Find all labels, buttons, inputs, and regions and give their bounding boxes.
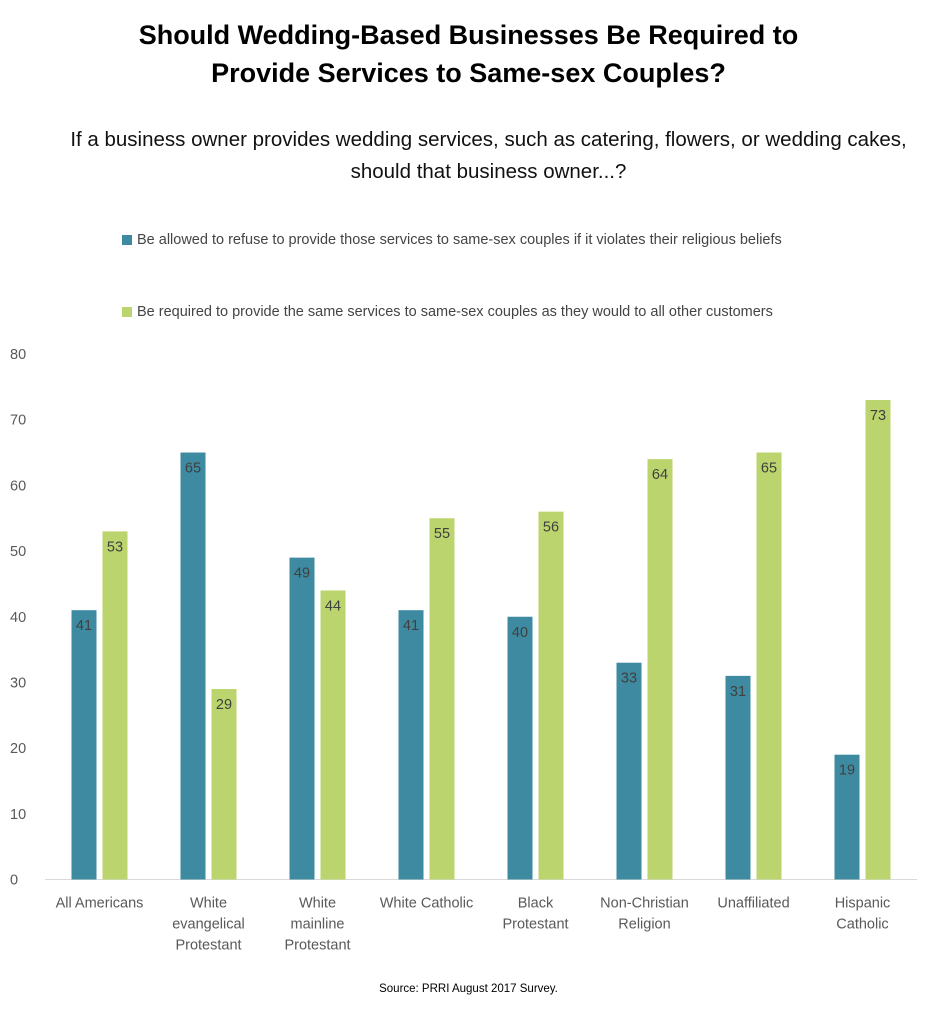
data-label-refuse: 40	[512, 625, 528, 641]
y-tick-label: 20	[10, 741, 26, 757]
y-tick-label: 80	[10, 347, 26, 363]
x-tick-label: Protestant	[502, 917, 568, 933]
data-label-required: 53	[107, 539, 123, 555]
x-tick-label: White	[190, 896, 227, 912]
bar-refuse	[507, 616, 533, 880]
legend-label-required: Be required to provide the same services…	[137, 304, 773, 320]
bar-required	[647, 459, 673, 880]
bar-refuse	[180, 452, 206, 880]
bar-refuse	[834, 754, 860, 880]
legend-swatch-required	[122, 307, 132, 317]
x-tick-label: All Americans	[56, 896, 144, 912]
x-tick-label: Protestant	[284, 938, 350, 954]
x-tick-label: White Catholic	[380, 896, 473, 912]
data-label-refuse: 19	[839, 763, 855, 779]
bar-required	[211, 689, 237, 880]
bar-required	[756, 452, 782, 880]
bar-required	[429, 518, 455, 880]
x-tick-label: Non-Christian	[600, 896, 689, 912]
y-tick-label: 30	[10, 675, 26, 691]
data-label-required: 55	[434, 526, 450, 542]
bar-chart: 0 10 20 30 40 50 60 70 80 41 53 All Americans 65 29 Wh…	[10, 347, 917, 954]
data-label-refuse: 33	[621, 671, 637, 687]
x-tick-label: Unaffiliated	[717, 896, 789, 912]
data-label-refuse: 65	[185, 461, 201, 477]
chart-subtitle: If a business owner provides wedding ser…	[40, 124, 937, 188]
y-tick-label: 40	[10, 610, 26, 626]
data-label-refuse: 31	[730, 684, 746, 700]
legend-item-refuse: Be allowed to refuse to provide those se…	[122, 232, 782, 248]
x-tick-label: evangelical	[172, 917, 245, 933]
bar-required	[538, 511, 564, 880]
bar-required	[865, 399, 891, 880]
chart-subtitle-line-2: should that business owner...?	[350, 160, 627, 183]
bar-required	[320, 590, 346, 880]
bar-refuse	[398, 610, 424, 880]
data-label-refuse: 49	[294, 566, 310, 582]
x-tick-label: Black	[518, 896, 554, 912]
x-tick-label: Hispanic	[835, 896, 891, 912]
legend-label-refuse: Be allowed to refuse to provide those se…	[137, 232, 782, 248]
bar-refuse	[71, 610, 97, 880]
data-label-required: 56	[543, 520, 559, 536]
bar-refuse	[289, 557, 315, 880]
x-tick-label: Catholic	[836, 917, 888, 933]
data-label-required: 73	[870, 408, 886, 424]
y-tick-label: 60	[10, 478, 26, 494]
x-tick-label: White	[299, 896, 336, 912]
legend-item-required: Be required to provide the same services…	[122, 304, 773, 320]
bar-refuse	[725, 675, 751, 880]
data-label-refuse: 41	[403, 618, 419, 634]
y-tick-label: 50	[10, 544, 26, 560]
data-label-required: 29	[216, 697, 232, 713]
bar-refuse	[616, 662, 642, 880]
y-tick-label: 10	[10, 807, 26, 823]
legend-swatch-refuse	[122, 235, 132, 245]
x-tick-label: mainline	[291, 917, 345, 933]
data-label-required: 44	[325, 598, 341, 614]
x-tick-label: Protestant	[175, 938, 241, 954]
data-label-refuse: 41	[76, 618, 92, 634]
chart-subtitle-line-1: If a business owner provides wedding ser…	[70, 128, 907, 151]
source-note: Source: PRRI August 2017 Survey.	[379, 983, 558, 995]
data-label-required: 65	[761, 461, 777, 477]
chart-title: Should Wedding-Based Businesses Be Requi…	[0, 16, 937, 92]
data-label-required: 64	[652, 467, 668, 483]
bar-required	[102, 531, 128, 880]
chart-title-line-1: Should Wedding-Based Businesses Be Requi…	[138, 20, 799, 50]
y-tick-label: 0	[10, 873, 18, 889]
chart-title-line-2: Provide Services to Same-sex Couples?	[211, 58, 726, 88]
y-tick-label: 70	[10, 413, 26, 429]
x-tick-label: Religion	[618, 917, 670, 933]
